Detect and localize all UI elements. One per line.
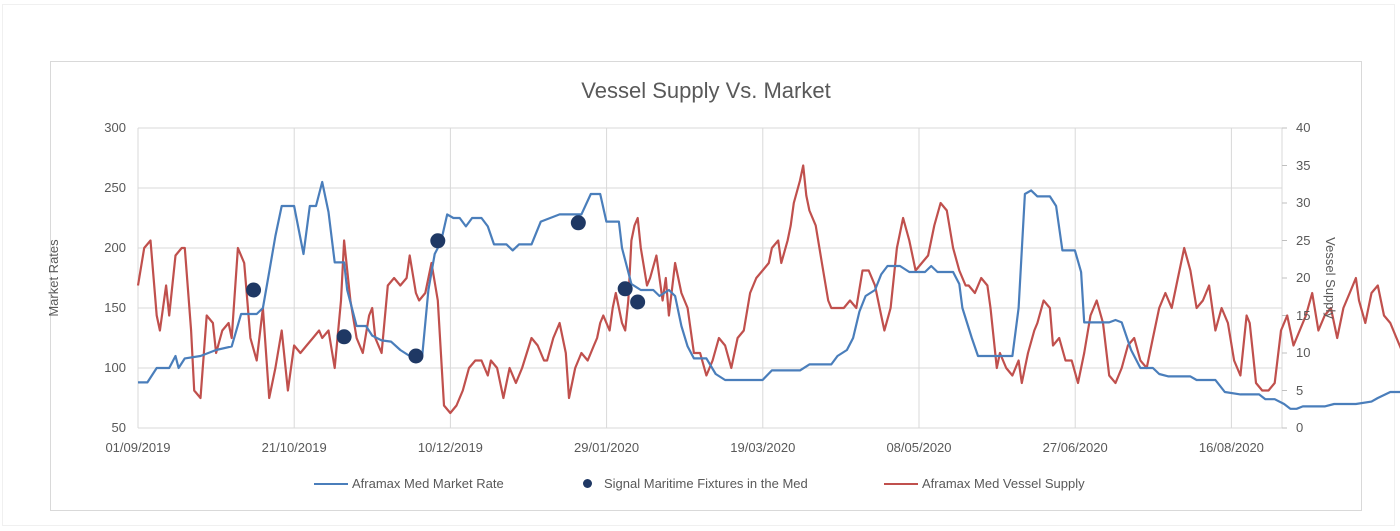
- legend-label: Aframax Med Market Rate: [352, 476, 504, 491]
- legend-line-icon: [884, 482, 918, 485]
- legend: Aframax Med Market Rate Signal Maritime …: [0, 476, 1400, 496]
- y-tick-label: 150: [104, 300, 126, 315]
- y2-tick-label: 5: [1296, 382, 1304, 398]
- x-tick-label: 01/09/2019: [105, 440, 171, 455]
- x-tick-label: 10/12/2019: [417, 440, 483, 455]
- chart-frame: [50, 61, 1362, 511]
- axes: [1282, 127, 1287, 429]
- x-tick-label: 08/05/2020: [886, 440, 952, 455]
- y-tick-label: 300: [104, 120, 126, 135]
- y2-tick-label: 25: [1296, 232, 1311, 248]
- series-market-rate: [138, 180, 1400, 410]
- legend-item-market-rate: Aframax Med Market Rate: [314, 476, 504, 491]
- left-y-axis-title: Market Rates: [46, 239, 61, 317]
- fixture-point: [617, 281, 633, 297]
- y2-tick-label: 40: [1296, 120, 1311, 135]
- y2-tick-label: 15: [1296, 307, 1311, 323]
- x-tick-label: 16/08/2020: [1198, 440, 1264, 455]
- legend-line-icon: [314, 482, 348, 485]
- fixture-point: [570, 215, 586, 231]
- y2-tick-label: 35: [1296, 157, 1311, 173]
- y2-tick-label: 0: [1296, 420, 1304, 435]
- legend-item-vessel-supply: Aframax Med Vessel Supply: [884, 476, 1085, 491]
- x-tick-label: 27/06/2020: [1042, 440, 1108, 455]
- fixture-point: [336, 329, 352, 345]
- y2-tick-label: 10: [1296, 345, 1311, 360]
- series-vessel-supply: [136, 164, 1400, 415]
- legend-label: Aframax Med Vessel Supply: [922, 476, 1085, 491]
- y2-tick-label: 20: [1296, 270, 1311, 285]
- outer-frame: [2, 4, 1395, 526]
- y-tick-label: 200: [104, 240, 126, 255]
- fixture-point: [246, 282, 262, 298]
- fixture-point: [430, 233, 446, 249]
- y-tick-label: 50: [111, 420, 126, 435]
- x-tick-label: 29/01/2020: [574, 440, 640, 455]
- fixture-point: [630, 294, 646, 310]
- chart-title: Vessel Supply Vs. Market: [581, 78, 831, 103]
- y2-tick-label: 30: [1296, 195, 1311, 210]
- legend-item-fixtures: Signal Maritime Fixtures in the Med: [583, 476, 808, 491]
- legend-dot-icon: [583, 479, 592, 488]
- fixture-point: [408, 348, 424, 364]
- x-tick-label: 19/03/2020: [730, 440, 796, 455]
- x-tick-label: 21/10/2019: [261, 440, 327, 455]
- right-y-axis-title: Vessel Supply: [1323, 237, 1338, 319]
- series-fixtures: [246, 215, 646, 364]
- y-tick-label: 250: [104, 180, 126, 195]
- gridlines: [137, 127, 1283, 429]
- y-tick-label: 100: [104, 360, 126, 375]
- legend-label: Signal Maritime Fixtures in the Med: [604, 476, 808, 491]
